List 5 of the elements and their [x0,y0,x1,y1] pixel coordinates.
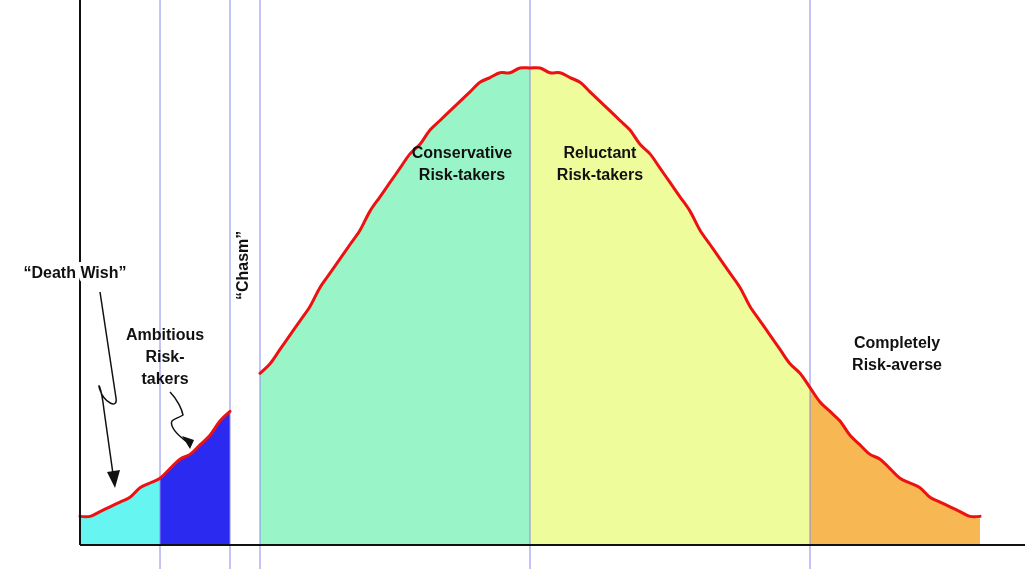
text: Completely Risk-averse [852,334,943,373]
text: Ambitious Risk-takers [125,326,205,387]
annotation: “Chasm” [234,230,251,300]
series-label: Reluctant Risk-takers [556,144,644,183]
series-label: Conservative Risk-takers [411,144,513,183]
